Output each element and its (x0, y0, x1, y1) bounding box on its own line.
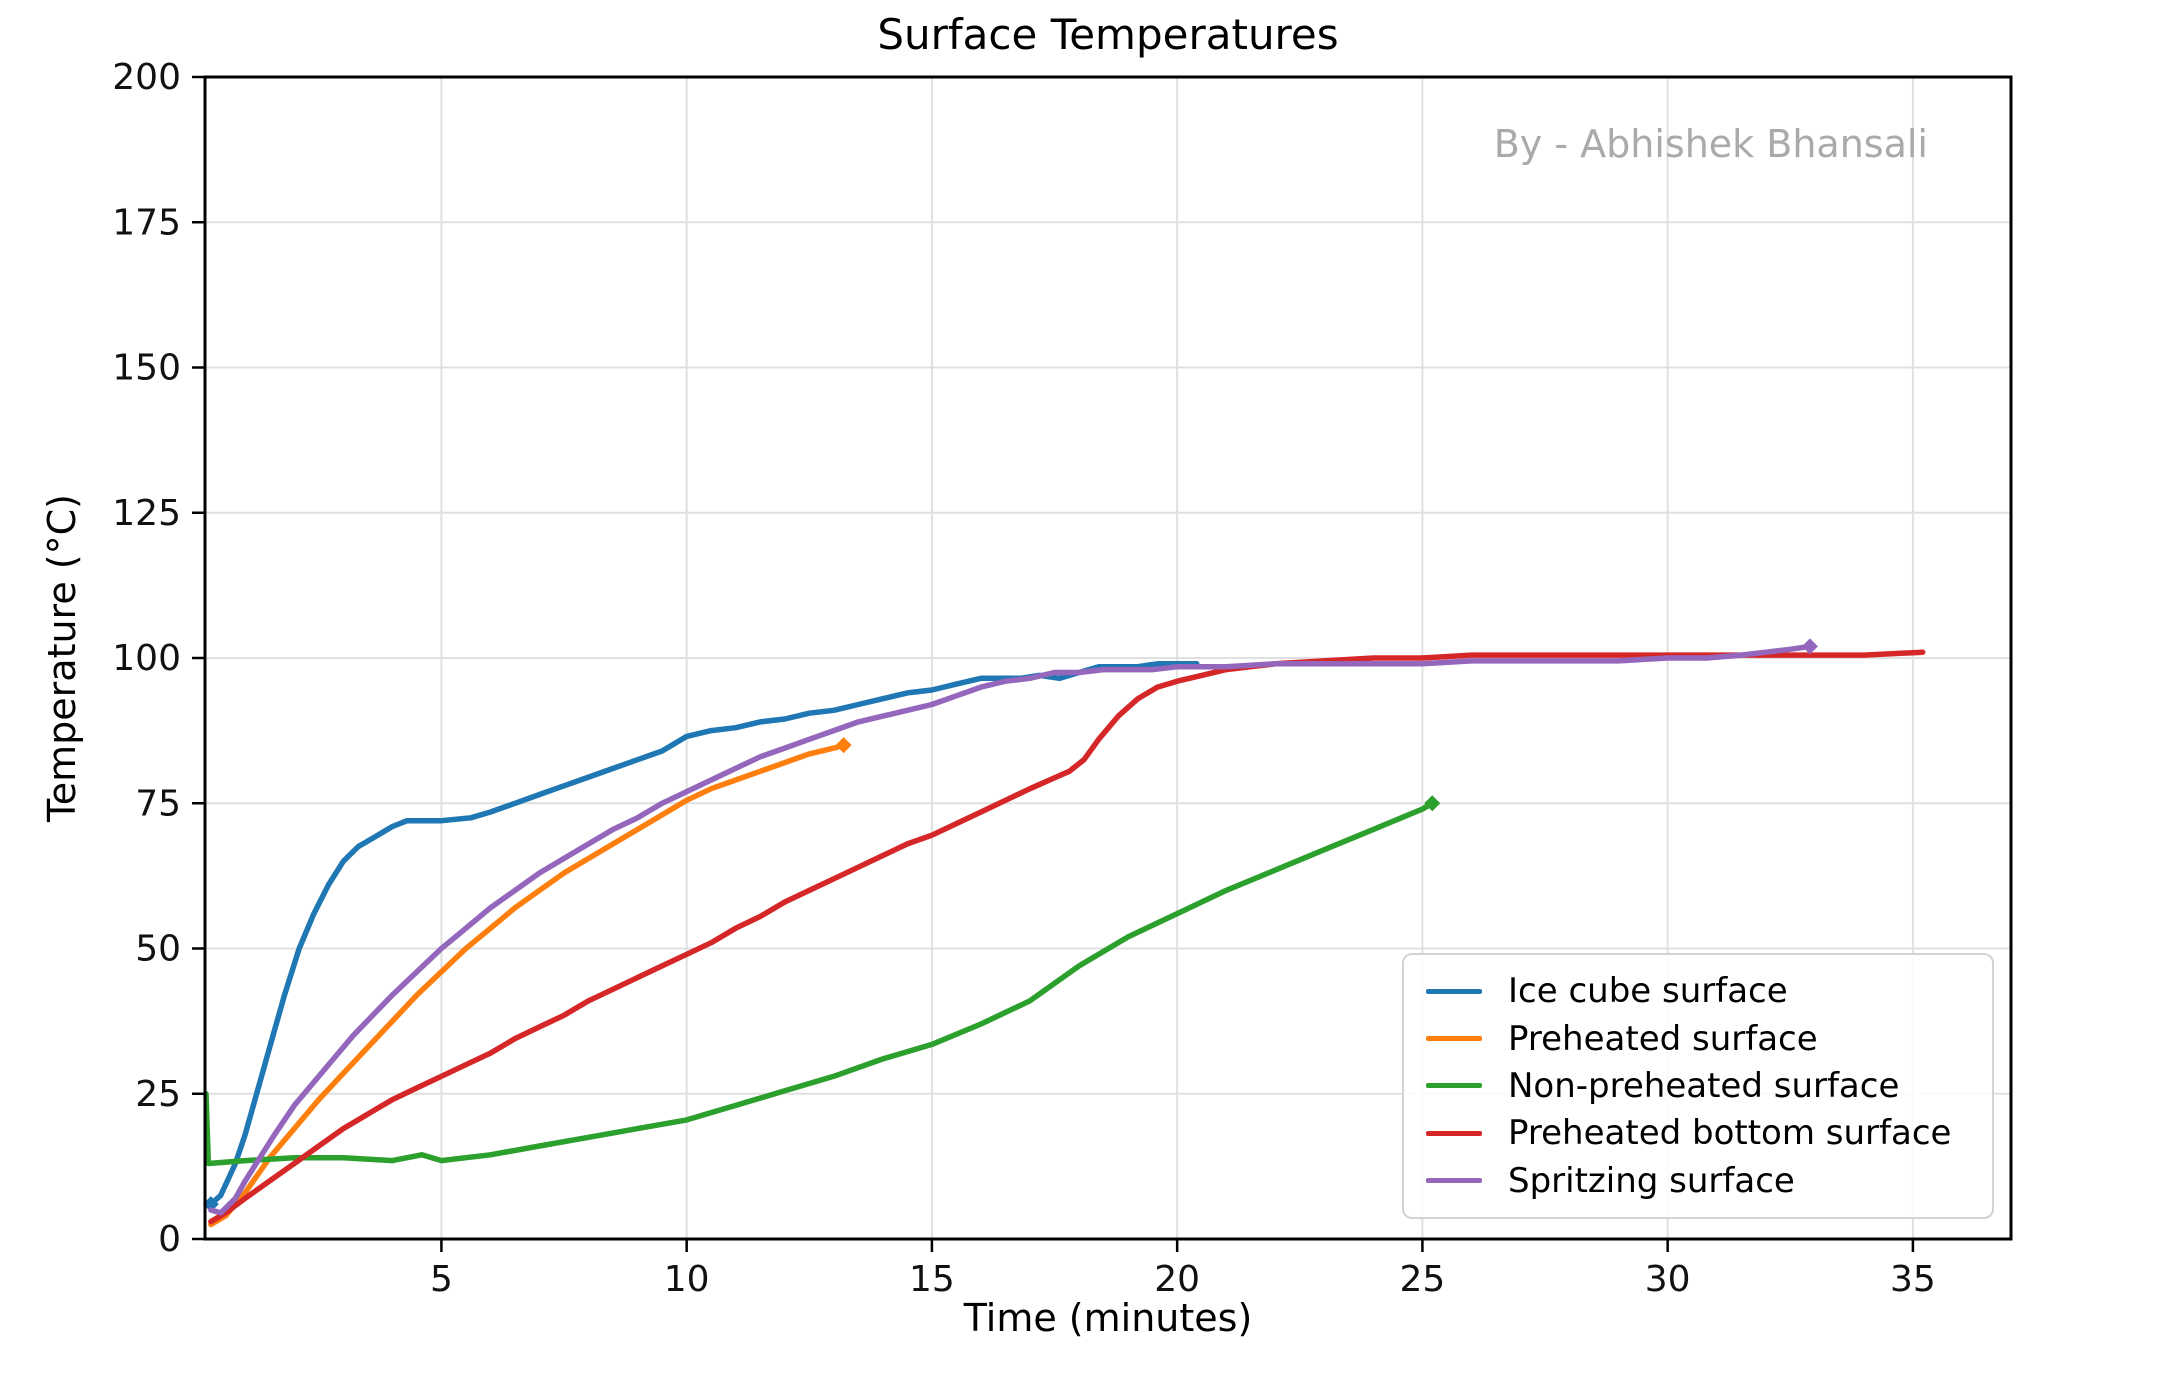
y-tick-label: 200 (112, 57, 181, 98)
watermark-text: By - Abhishek Bhansali (1493, 122, 1928, 166)
legend-label: Ice cube surface (1508, 971, 1788, 1012)
legend-label: Preheated surface (1508, 1018, 1818, 1059)
y-axis-label: Temperature (°C) (40, 494, 84, 822)
x-tick-label: 30 (1645, 1259, 1691, 1300)
y-tick-label: 50 (135, 929, 181, 970)
y-tick-label: 175 (112, 202, 181, 243)
x-tick-label: 10 (664, 1259, 710, 1300)
x-tick-label: 15 (909, 1259, 955, 1300)
x-tick-label: 25 (1400, 1259, 1446, 1300)
legend-entry: Preheated surface (1426, 1022, 1982, 1056)
legend-swatch-line (1426, 1083, 1482, 1089)
series-marker-non-preheated-surface (1424, 795, 1441, 812)
series-line-non-preheated-surface (203, 800, 1435, 1167)
y-tick-label: 0 (158, 1219, 181, 1260)
legend-swatch-line (1426, 988, 1482, 994)
x-tick-label: 20 (1154, 1259, 1200, 1300)
series-line-ice-cube-surface (208, 661, 1200, 1207)
legend-entry: Non-preheated surface (1426, 1069, 1982, 1103)
legend-box: Ice cube surface Preheated surface Non-pre… (1402, 953, 1994, 1219)
y-tick-label: 75 (135, 783, 181, 824)
x-tick-label: 35 (1890, 1259, 1936, 1300)
legend-entry: Spritzing surface (1426, 1164, 1982, 1198)
y-tick-label: 125 (112, 493, 181, 534)
legend-swatch-line (1426, 1036, 1482, 1042)
x-tick-label: 5 (430, 1259, 453, 1300)
legend-swatch-line (1426, 1178, 1482, 1184)
y-tick-label: 100 (112, 638, 181, 679)
series-line-preheated-bottom-surface (208, 649, 1926, 1225)
series-marker-ice-cube-surface (202, 1196, 219, 1213)
legend-label: Spritzing surface (1508, 1160, 1795, 1201)
legend-label: Non-preheated surface (1508, 1065, 1900, 1106)
legend-swatch-line (1426, 1130, 1482, 1136)
legend-label: Preheated bottom surface (1508, 1113, 1952, 1154)
x-axis-label: Time (minutes) (963, 1296, 1253, 1340)
series-marker-preheated-surface (835, 737, 852, 754)
y-tick-label: 150 (112, 348, 181, 389)
series-marker-spritzing-surface (1801, 638, 1818, 655)
legend-entry: Preheated bottom surface (1426, 1116, 1982, 1150)
series-line-spritzing-surface (208, 643, 1813, 1216)
series-line-preheated-surface (208, 742, 847, 1228)
y-tick-label: 25 (135, 1074, 181, 1115)
legend-entry: Ice cube surface (1426, 974, 1982, 1008)
chart-title: Surface Temperatures (877, 10, 1339, 59)
